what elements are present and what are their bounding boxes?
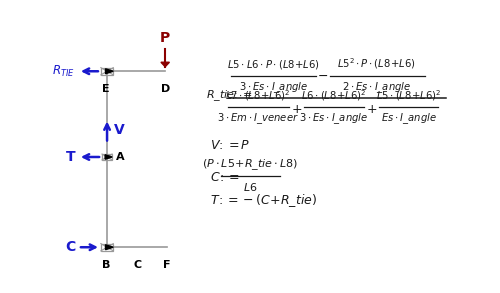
Text: $L6 \cdot (L8\!+\!L6)^2$: $L6 \cdot (L8\!+\!L6)^2$ [301,88,366,103]
Polygon shape [106,69,114,74]
Text: $R\_tie\!:=$: $R\_tie\!:=$ [206,89,252,103]
Text: P: P [160,31,170,45]
Bar [101,68,114,75]
Text: $L5 \cdot L6 \cdot P \cdot (L8\!+\!L6)$: $L5 \cdot L6 \cdot P \cdot (L8\!+\!L6)$ [227,58,320,71]
Text: $V\!:=P$: $V\!:=P$ [210,139,250,152]
Bar [101,243,114,251]
Text: $L6$: $L6$ [243,181,258,193]
Text: $L5 \cdot (L8\!+\!L6)^2$: $L5 \cdot (L8\!+\!L6)^2$ [376,88,442,103]
Polygon shape [161,62,170,67]
Text: B: B [102,260,110,270]
Polygon shape [106,245,114,250]
Text: T: T [66,150,76,164]
Text: $3 \cdot Em \cdot I\_veneer$: $3 \cdot Em \cdot I\_veneer$ [218,111,299,126]
Text: E: E [102,84,110,94]
Text: $+$: $+$ [366,103,377,116]
Polygon shape [105,155,112,159]
Text: C: C [134,260,142,270]
Text: $C\!:=$: $C\!:=$ [210,171,239,184]
Text: $R_{TIE}$: $R_{TIE}$ [52,64,76,79]
Text: $L5^2 \cdot P \cdot (L8\!+\!L6)$: $L5^2 \cdot P \cdot (L8\!+\!L6)$ [337,57,416,71]
Text: F: F [164,260,171,270]
Text: $L7 \cdot (L8\!+\!L6)^2$: $L7 \cdot (L8\!+\!L6)^2$ [226,88,291,103]
Text: $-$: $-$ [316,69,328,82]
Text: $2 \cdot Es \cdot I\_angle$: $2 \cdot Es \cdot I\_angle$ [342,80,411,95]
Text: $+$: $+$ [292,103,302,116]
Text: V: V [114,123,125,137]
Text: $(P \cdot L5\!+\!R\_tie \cdot L8)$: $(P \cdot L5\!+\!R\_tie \cdot L8)$ [202,157,298,172]
Text: $T\!:=-(C\!+\!R\_tie)$: $T\!:=-(C\!+\!R\_tie)$ [210,193,317,209]
Bar [102,154,112,160]
Text: D: D [160,84,170,94]
Text: $Es \cdot I\_angle$: $Es \cdot I\_angle$ [380,111,436,126]
Text: A: A [116,152,124,162]
Text: $3 \cdot Es \cdot I\_angle$: $3 \cdot Es \cdot I\_angle$ [299,111,368,126]
Text: C: C [65,240,76,254]
Text: $3 \cdot Es \cdot I\_angle$: $3 \cdot Es \cdot I\_angle$ [239,80,308,95]
